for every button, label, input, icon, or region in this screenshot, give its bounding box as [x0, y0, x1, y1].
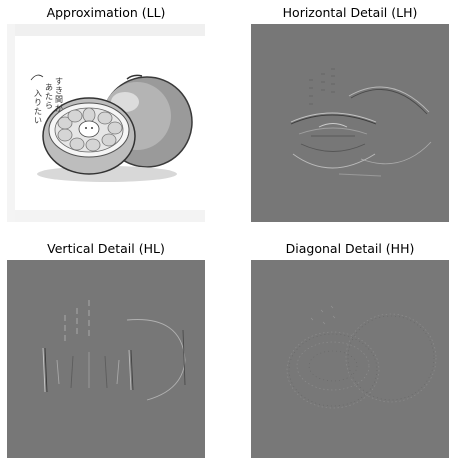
- svg-text:い: い: [34, 116, 42, 125]
- svg-text:ら: ら: [45, 101, 53, 110]
- approximation-image: すき間が あたら 入りたい: [7, 24, 205, 222]
- svg-text:き: き: [55, 86, 63, 95]
- diagonal-detail-image: [251, 260, 449, 458]
- svg-text:り: り: [34, 98, 42, 107]
- vertical-detail-image: [7, 260, 205, 458]
- svg-text:た: た: [45, 92, 53, 101]
- svg-text:あ: あ: [45, 83, 53, 92]
- svg-text:入: 入: [34, 89, 42, 98]
- svg-text:間: 間: [55, 95, 63, 104]
- horizontal-detail-image: [251, 24, 449, 222]
- svg-text:た: た: [34, 107, 42, 116]
- svg-text:が: が: [55, 103, 63, 113]
- panel-title-lh: Horizontal Detail (LH): [250, 6, 450, 20]
- panel-title-hl: Vertical Detail (HL): [6, 242, 206, 256]
- svg-text:す: す: [55, 77, 63, 86]
- panel-title-hh: Diagonal Detail (HH): [250, 242, 450, 256]
- panel-title-ll: Approximation (LL): [6, 6, 206, 20]
